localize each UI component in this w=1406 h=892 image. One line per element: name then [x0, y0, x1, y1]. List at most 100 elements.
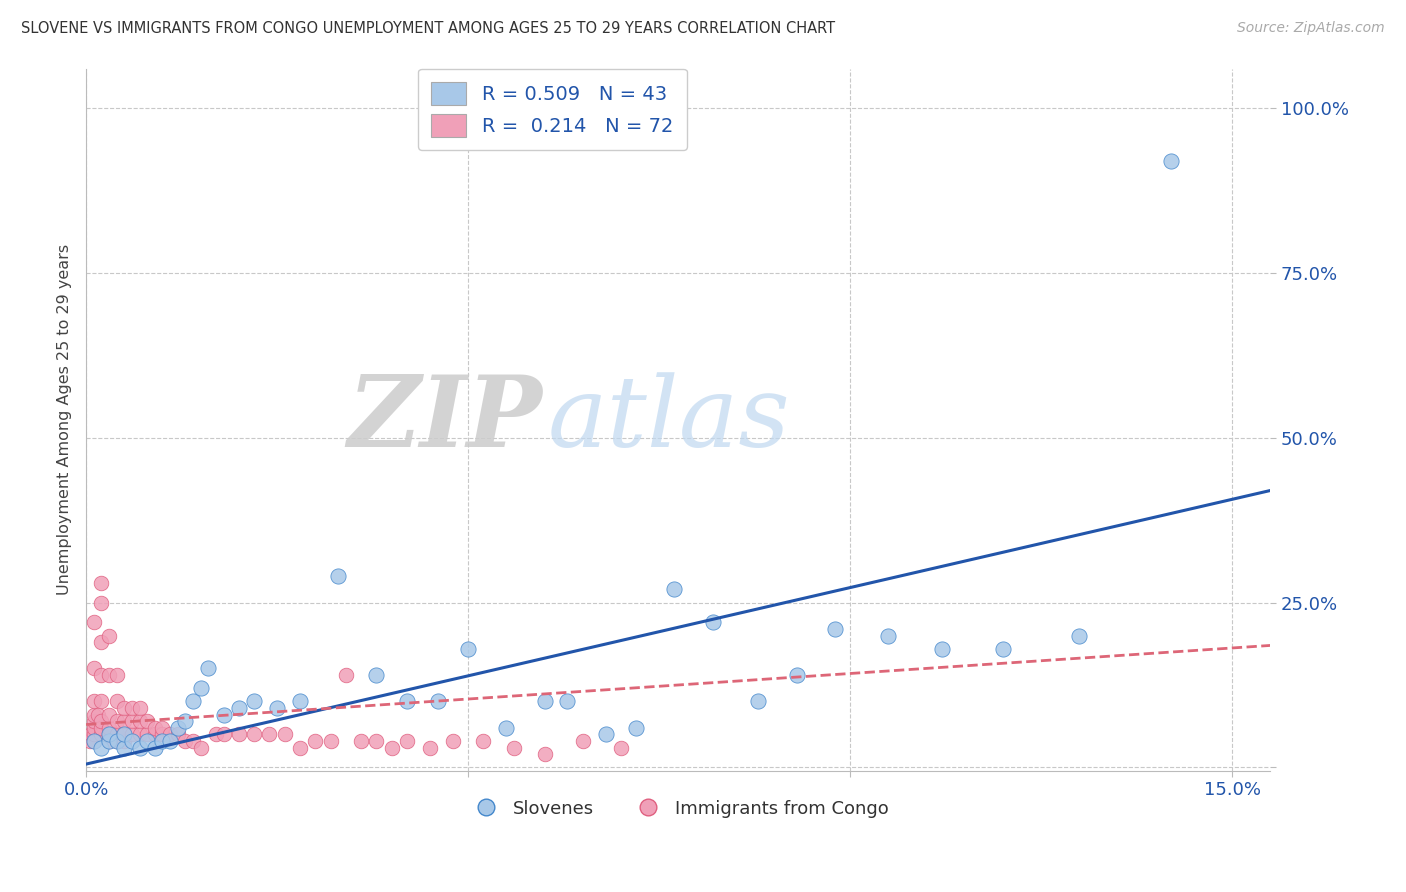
Point — [83, 714, 105, 729]
Point — [90, 740, 112, 755]
Point — [395, 694, 418, 708]
Point — [212, 727, 235, 741]
Point — [557, 694, 579, 708]
Point — [90, 694, 112, 708]
Point — [121, 701, 143, 715]
Point — [190, 740, 212, 755]
Point — [105, 694, 128, 708]
Point — [166, 721, 188, 735]
Point — [98, 668, 121, 682]
Point — [90, 575, 112, 590]
Point — [152, 727, 174, 741]
Point — [319, 734, 342, 748]
Point — [83, 615, 105, 630]
Point — [664, 582, 686, 597]
Point — [366, 734, 388, 748]
Point — [136, 714, 159, 729]
Point — [243, 727, 266, 741]
Point — [366, 668, 388, 682]
Point — [702, 615, 724, 630]
Point — [533, 747, 555, 762]
Point — [174, 734, 197, 748]
Point — [128, 701, 150, 715]
Point — [495, 721, 517, 735]
Point — [90, 727, 112, 741]
Point — [83, 734, 105, 748]
Text: SLOVENE VS IMMIGRANTS FROM CONGO UNEMPLOYMENT AMONG AGES 25 TO 29 YEARS CORRELAT: SLOVENE VS IMMIGRANTS FROM CONGO UNEMPLO… — [21, 21, 835, 36]
Point — [228, 701, 250, 715]
Point — [98, 727, 121, 741]
Point — [136, 734, 159, 748]
Text: Source: ZipAtlas.com: Source: ZipAtlas.com — [1237, 21, 1385, 35]
Y-axis label: Unemployment Among Ages 25 to 29 years: Unemployment Among Ages 25 to 29 years — [58, 244, 72, 595]
Point — [288, 694, 311, 708]
Point — [350, 734, 373, 748]
Point — [105, 734, 128, 748]
Point — [457, 641, 479, 656]
Point — [243, 694, 266, 708]
Point — [128, 740, 150, 755]
Point — [181, 694, 204, 708]
Point — [98, 707, 121, 722]
Point — [228, 727, 250, 741]
Point — [90, 596, 112, 610]
Point — [112, 734, 135, 748]
Point — [80, 727, 103, 741]
Point — [288, 740, 311, 755]
Point — [266, 701, 288, 715]
Point — [304, 734, 326, 748]
Point — [1160, 153, 1182, 168]
Point — [83, 707, 105, 722]
Point — [98, 727, 121, 741]
Point — [595, 727, 617, 741]
Point — [1069, 628, 1091, 642]
Point — [152, 721, 174, 735]
Point — [166, 727, 188, 741]
Point — [105, 734, 128, 748]
Point — [83, 721, 105, 735]
Point — [79, 734, 101, 748]
Point — [335, 668, 357, 682]
Point — [419, 740, 441, 755]
Point — [381, 740, 404, 755]
Point — [395, 734, 418, 748]
Point — [274, 727, 297, 741]
Point — [205, 727, 228, 741]
Point — [83, 661, 105, 675]
Point — [533, 694, 555, 708]
Point — [90, 714, 112, 729]
Point — [503, 740, 526, 755]
Point — [190, 681, 212, 696]
Point — [571, 734, 593, 748]
Point — [143, 727, 166, 741]
Point — [328, 569, 350, 583]
Point — [877, 628, 900, 642]
Point — [83, 727, 105, 741]
Point — [112, 727, 135, 741]
Point — [786, 668, 808, 682]
Point — [174, 714, 197, 729]
Point — [159, 734, 181, 748]
Point — [610, 740, 633, 755]
Point — [143, 721, 166, 735]
Point — [83, 734, 105, 748]
Point — [128, 714, 150, 729]
Point — [931, 641, 953, 656]
Point — [112, 714, 135, 729]
Point — [181, 734, 204, 748]
Point — [105, 727, 128, 741]
Point — [90, 721, 112, 735]
Point — [121, 734, 143, 748]
Point — [90, 668, 112, 682]
Point — [128, 727, 150, 741]
Point — [121, 714, 143, 729]
Point — [159, 727, 181, 741]
Point — [197, 661, 219, 675]
Point — [112, 727, 135, 741]
Point — [259, 727, 281, 741]
Point — [83, 694, 105, 708]
Text: atlas: atlas — [548, 372, 790, 467]
Text: ZIP: ZIP — [347, 371, 543, 468]
Point — [86, 707, 108, 722]
Point — [426, 694, 449, 708]
